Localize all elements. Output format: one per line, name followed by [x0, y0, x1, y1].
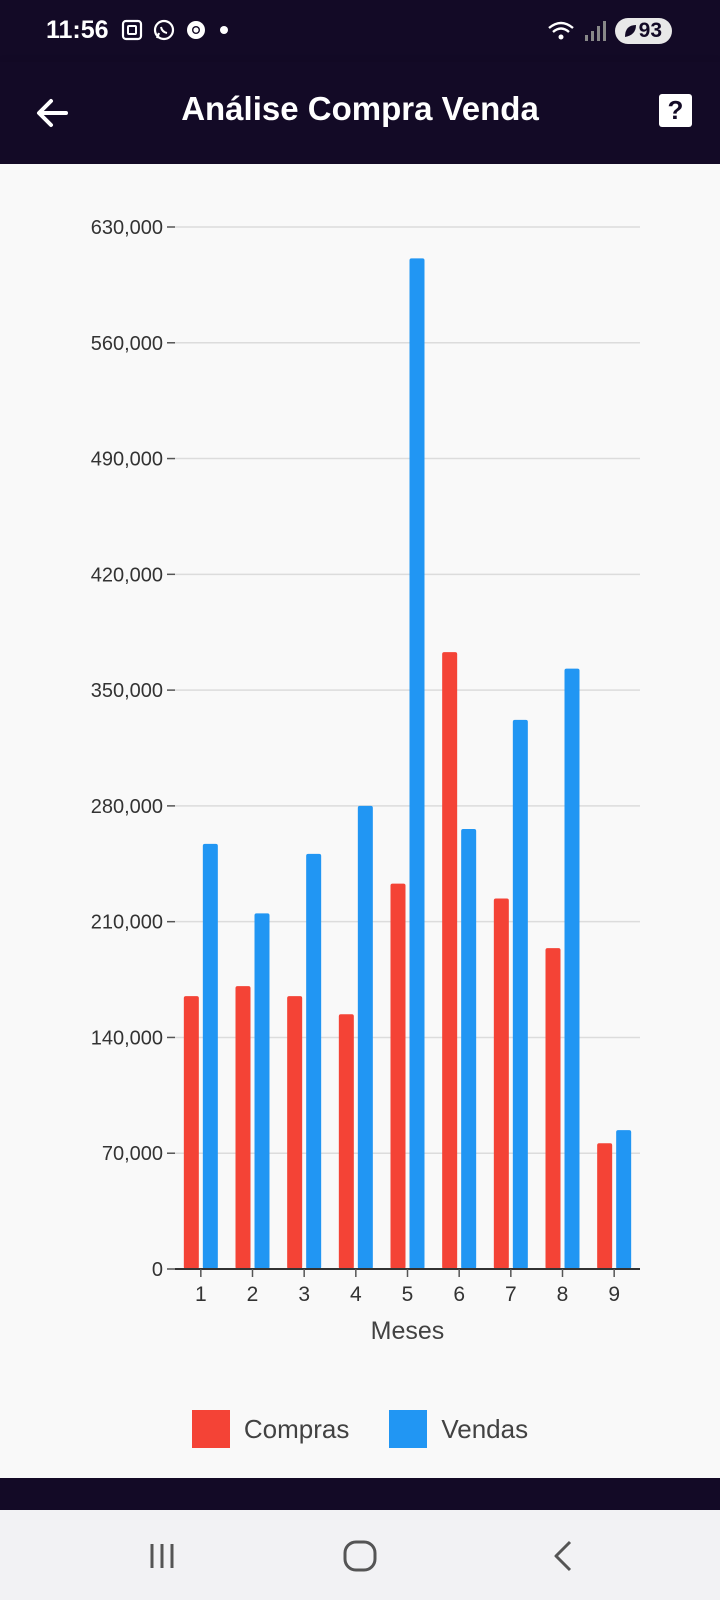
- recent-apps-icon: [150, 1544, 174, 1568]
- x-tick-label: 9: [608, 1283, 620, 1306]
- status-bar: 11:56: [0, 0, 720, 62]
- recent-apps-button[interactable]: [138, 1532, 186, 1580]
- system-nav-bar: [0, 1510, 720, 1600]
- bar-compras-5[interactable]: [390, 883, 406, 1269]
- x-tick-label: 1: [195, 1283, 207, 1306]
- legend-item-vendas[interactable]: Vendas: [389, 1410, 528, 1448]
- y-tick-label: 630,000: [91, 217, 163, 239]
- help-button[interactable]: ?: [659, 94, 692, 127]
- bar-compras-2[interactable]: [235, 986, 251, 1269]
- x-axis-label: Meses: [371, 1317, 445, 1345]
- legend-swatch-vendas: [389, 1410, 428, 1448]
- y-tick-label: 420,000: [91, 564, 163, 586]
- bar-compras-1[interactable]: [183, 996, 199, 1269]
- bar-vendas-7[interactable]: [512, 719, 528, 1269]
- bar-vendas-6[interactable]: [461, 829, 477, 1269]
- x-tick-label: 8: [557, 1283, 569, 1306]
- y-tick-label: 280,000: [91, 796, 163, 818]
- bar-vendas-9[interactable]: [616, 1130, 632, 1269]
- bar-vendas-4[interactable]: [357, 805, 373, 1269]
- status-time: 11:56: [46, 16, 109, 44]
- arrow-back-icon: [37, 99, 68, 127]
- y-tick-label: 210,000: [91, 912, 163, 934]
- x-tick-label: 7: [505, 1283, 517, 1306]
- signal-icon: [584, 21, 606, 41]
- bar-vendas-3[interactable]: [306, 853, 322, 1269]
- grid-lines: [175, 226, 640, 1154]
- x-tick-label: 5: [402, 1283, 414, 1306]
- nav-back-icon: [554, 1540, 572, 1572]
- bar-compras-4[interactable]: [338, 1014, 354, 1269]
- legend-swatch-compras: [191, 1410, 230, 1448]
- bar-compras-8[interactable]: [545, 948, 561, 1269]
- system-icons: 93: [547, 18, 672, 44]
- screenshot-icon: [121, 19, 143, 41]
- y-tick-label: 490,000: [91, 449, 163, 471]
- chart-legend: Compras Vendas: [0, 1410, 720, 1448]
- y-tick-label: 560,000: [91, 333, 163, 355]
- back-button[interactable]: [30, 90, 76, 136]
- bar-vendas-5[interactable]: [409, 258, 425, 1269]
- dot-icon: [220, 26, 228, 34]
- app-bar: Análise Compra Venda ?: [0, 62, 720, 164]
- x-tick-label: 6: [453, 1283, 465, 1306]
- bars: [183, 258, 632, 1269]
- battery-icon: 93: [614, 18, 672, 44]
- home-icon: [343, 1540, 377, 1572]
- whatsapp-icon: [153, 19, 175, 41]
- y-tick-label: 350,000: [91, 680, 163, 702]
- bar-compras-3[interactable]: [287, 996, 303, 1269]
- x-tick-label: 3: [298, 1283, 310, 1306]
- notification-icons: [120, 18, 232, 42]
- bar-vendas-8[interactable]: [564, 668, 580, 1269]
- page-title: Análise Compra Venda: [181, 90, 539, 127]
- wifi-icon: [547, 21, 574, 40]
- battery-level: 93: [638, 19, 662, 42]
- home-button[interactable]: [336, 1532, 384, 1580]
- x-axis-ticks: 1 2 3 4 5 6 7 8 9: [195, 1269, 620, 1306]
- legend-item-compras[interactable]: Compras: [191, 1410, 350, 1448]
- legend-label-vendas: Vendas: [441, 1413, 529, 1444]
- bar-vendas-2[interactable]: [254, 913, 270, 1269]
- bar-compras-6[interactable]: [442, 652, 458, 1269]
- x-tick-label: 2: [247, 1283, 259, 1306]
- bar-vendas-1[interactable]: [202, 843, 218, 1269]
- y-tick-label: 140,000: [91, 1027, 163, 1049]
- bar-compras-7[interactable]: [493, 898, 509, 1269]
- bar-compras-9[interactable]: [597, 1143, 613, 1269]
- x-tick-label: 4: [350, 1283, 362, 1306]
- y-tick-label: 0: [152, 1259, 163, 1281]
- bottom-strip: [0, 1478, 720, 1510]
- chrome-icon: [187, 21, 205, 39]
- y-axis-ticks: 0 70,000 140,000 210,000 280,000 350,000 420,0…: [91, 217, 175, 1281]
- battery-leaf-icon: [624, 25, 636, 37]
- y-tick-label: 70,000: [102, 1143, 163, 1165]
- nav-back-button[interactable]: [540, 1532, 588, 1580]
- bar-chart: 0 70,000 140,000 210,000 280,000 350,000 420,0…: [91, 217, 640, 1345]
- legend-label-compras: Compras: [243, 1413, 350, 1444]
- chart-area: 0 70,000 140,000 210,000 280,000 350,000 420,0…: [0, 164, 720, 1478]
